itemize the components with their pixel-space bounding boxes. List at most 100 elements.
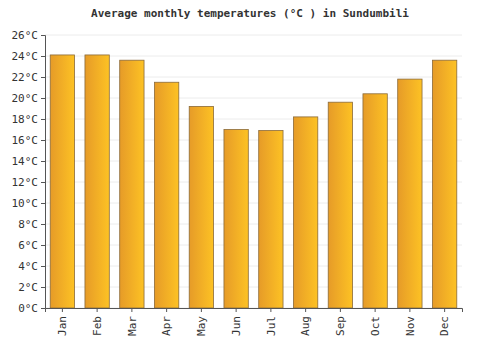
bar	[398, 79, 422, 308]
x-tick-label: Mar	[126, 316, 139, 336]
y-tick: 20°C	[12, 92, 46, 105]
x-tick-mark	[270, 308, 271, 312]
y-tick-mark	[41, 182, 45, 183]
x-tick: Oct	[369, 308, 382, 336]
y-tick: 6°C	[18, 239, 45, 252]
y-tick-label: 12°C	[12, 176, 39, 189]
bar	[189, 106, 213, 308]
x-tick-label: Oct	[369, 316, 382, 336]
y-tick: 0°C	[18, 302, 45, 315]
y-tick: 18°C	[12, 113, 46, 126]
bars	[50, 55, 457, 308]
bar	[293, 117, 317, 308]
y-tick-label: 2°C	[18, 281, 38, 294]
y-tick: 12°C	[12, 176, 46, 189]
x-axis-line	[46, 309, 463, 313]
x-tick-mark	[62, 308, 63, 312]
x-tick-mark	[236, 308, 237, 312]
y-tick: 4°C	[18, 260, 45, 273]
y-tick-label: 14°C	[12, 155, 39, 168]
x-tick: Sep	[334, 308, 347, 336]
y-tick-label: 22°C	[12, 71, 39, 84]
bar	[50, 55, 74, 308]
y-tick-label: 16°C	[12, 134, 39, 147]
x-tick-mark	[305, 308, 306, 312]
y-tick: 14°C	[12, 155, 46, 168]
bar	[432, 60, 456, 308]
bar	[224, 130, 248, 309]
x-tick: May	[195, 308, 208, 336]
y-tick-label: 0°C	[18, 302, 38, 315]
y-tick-mark	[41, 56, 45, 57]
bar	[85, 55, 109, 308]
y-tick: 2°C	[18, 281, 45, 294]
y-tick-mark	[41, 203, 45, 204]
chart-container: Average monthly temperatures (°C ) in Su…	[0, 0, 500, 350]
y-tick-label: 10°C	[12, 197, 39, 210]
plot: 0°C 2°C 4°C 6°C 8°C 10°C 12°C 14°C 16°C 18°C 20°C 2…	[12, 29, 463, 336]
x-tick-mark	[409, 308, 410, 312]
y-axis: 0°C 2°C 4°C 6°C 8°C 10°C 12°C 14°C 16°C 18°C 20°C 2…	[12, 29, 46, 315]
x-tick: Mar	[126, 308, 139, 336]
x-tick-mark	[131, 308, 132, 312]
chart-title: Average monthly temperatures (°C ) in Su…	[91, 7, 409, 20]
x-tick-mark	[340, 308, 341, 312]
y-tick-mark	[41, 245, 45, 246]
x-tick-label: Sep	[334, 316, 347, 336]
x-tick-label: Jan	[56, 316, 69, 336]
y-tick-mark	[41, 119, 45, 120]
y-tick: 10°C	[12, 197, 46, 210]
x-tick: Jul	[265, 308, 278, 336]
y-axis-line	[41, 36, 46, 309]
y-tick-mark	[41, 35, 45, 36]
x-tick-label: Aug	[299, 316, 312, 336]
y-tick-label: 24°C	[12, 50, 39, 63]
x-tick: Dec	[438, 308, 451, 336]
x-tick-mark	[166, 308, 167, 312]
chart-svg: Average monthly temperatures (°C ) in Su…	[0, 0, 500, 350]
x-tick-mark	[375, 308, 376, 312]
x-tick: Nov	[404, 308, 417, 336]
x-tick-label: Jul	[265, 316, 278, 336]
grid-line	[45, 35, 462, 36]
bar	[363, 94, 387, 308]
x-tick-label: May	[195, 316, 208, 336]
x-tick: Jun	[230, 308, 243, 336]
y-tick-label: 6°C	[18, 239, 38, 252]
y-tick-mark	[41, 98, 45, 99]
bar	[154, 82, 178, 308]
x-tick-label: Apr	[160, 316, 173, 336]
x-tick-label: Feb	[91, 316, 104, 336]
y-tick-label: 18°C	[12, 113, 39, 126]
x-tick: Apr	[160, 308, 173, 336]
x-tick-mark	[201, 308, 202, 312]
x-tick: Aug	[299, 308, 312, 336]
y-tick-mark	[41, 308, 45, 309]
y-tick-mark	[41, 140, 45, 141]
y-tick-label: 26°C	[12, 29, 39, 42]
y-tick: 24°C	[12, 50, 46, 63]
y-tick: 16°C	[12, 134, 46, 147]
grid	[45, 35, 462, 308]
bar	[328, 102, 352, 308]
x-tick: Feb	[91, 308, 104, 336]
y-tick-mark	[41, 77, 45, 78]
y-tick: 22°C	[12, 71, 46, 84]
x-axis: Jan Feb Mar Apr May Jun Jul Aug Sep Oct Nov Dec	[46, 308, 463, 336]
y-tick-mark	[41, 224, 45, 225]
y-tick: 8°C	[18, 218, 45, 231]
x-tick: Jan	[56, 308, 69, 336]
bar	[259, 131, 283, 308]
x-tick-label: Jun	[230, 316, 243, 336]
y-tick-label: 20°C	[12, 92, 39, 105]
y-tick-mark	[41, 161, 45, 162]
y-tick-mark	[41, 287, 45, 288]
y-tick-mark	[41, 266, 45, 267]
x-tick-mark	[97, 308, 98, 312]
x-tick-mark	[444, 308, 445, 312]
bar	[120, 60, 144, 308]
y-tick: 26°C	[12, 29, 46, 42]
x-tick-label: Dec	[438, 316, 451, 336]
y-tick-label: 8°C	[18, 218, 38, 231]
y-tick-label: 4°C	[18, 260, 38, 273]
